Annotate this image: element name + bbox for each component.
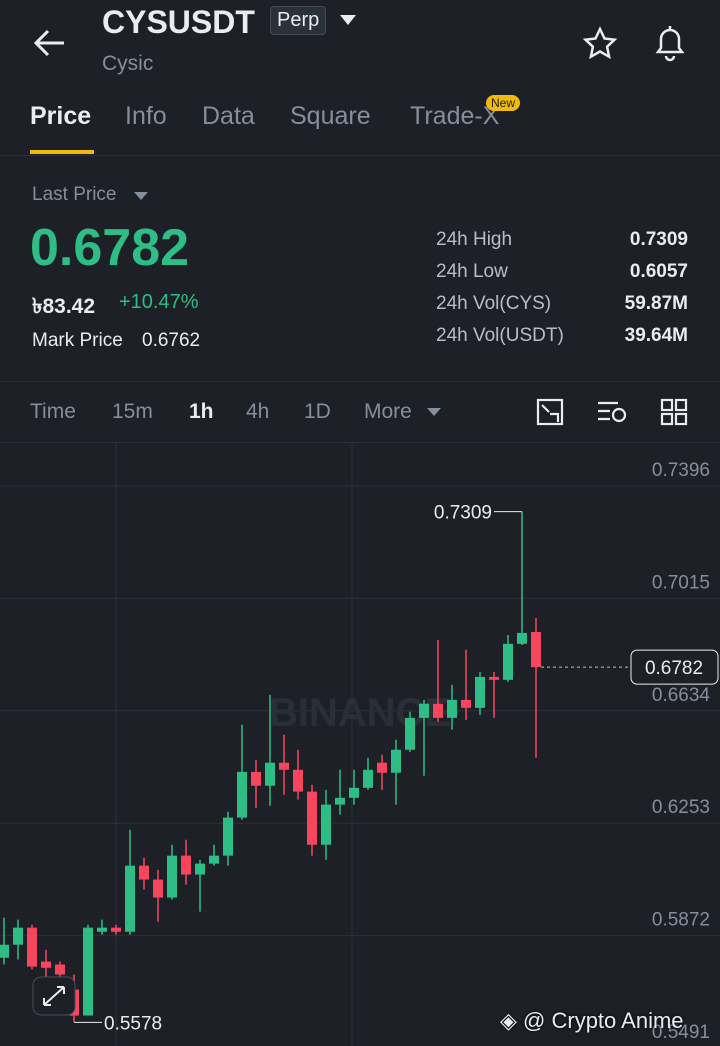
candle-body xyxy=(125,865,135,932)
stat-value: 0.7309 xyxy=(629,229,688,250)
stat-label: 24h High xyxy=(436,229,513,250)
candle-body xyxy=(153,879,163,898)
candle-body xyxy=(293,769,303,792)
dropdown[interactable] xyxy=(133,190,149,202)
divider xyxy=(0,381,720,382)
candle-body xyxy=(97,927,107,932)
interval[interactable]: 15m xyxy=(112,400,153,423)
candle-body xyxy=(531,632,541,668)
back-button[interactable] xyxy=(32,26,68,62)
candle-body xyxy=(349,787,359,798)
candle-body xyxy=(27,927,37,967)
y-tick-label: 0.7396 xyxy=(652,460,710,481)
tab[interactable]: Data xyxy=(202,102,255,130)
last-price-label: 0.6782 xyxy=(645,658,703,679)
y-tick-label: 0.7015 xyxy=(652,572,710,593)
symbol: CYSUSDT xyxy=(102,4,255,40)
interval[interactable]: 4h xyxy=(246,400,270,423)
tab[interactable]: Info xyxy=(125,102,167,130)
stat-label: 24h Vol(CYS) xyxy=(436,293,552,314)
last-price-label: Last Price xyxy=(32,184,117,205)
candle-body xyxy=(139,865,149,880)
last-price: 0.6782 xyxy=(30,219,190,277)
asset-name: Cysic xyxy=(102,52,154,75)
candle-body xyxy=(475,676,485,708)
candle-body xyxy=(195,863,205,875)
candle-body xyxy=(307,791,317,845)
high-label: 0.7309 xyxy=(434,503,492,524)
perp-badge: Perp xyxy=(270,6,327,35)
candle-body xyxy=(419,703,429,718)
stat-label: 24h Vol(USDT) xyxy=(436,325,564,346)
candle-body xyxy=(433,703,443,718)
interval[interactable]: Time xyxy=(30,400,76,423)
candle-body xyxy=(237,771,247,818)
candle-body xyxy=(223,817,233,856)
y-tick-label: 0.5872 xyxy=(652,910,710,931)
candle-body xyxy=(503,643,513,680)
divider xyxy=(0,442,720,443)
stat-label: 24h Low xyxy=(436,261,508,282)
mark-price: 0.6762 xyxy=(142,330,201,351)
credit: ◈ @ Crypto Anime xyxy=(500,1008,684,1033)
alerts[interactable] xyxy=(652,24,688,62)
candle-body xyxy=(167,855,177,898)
new-badge: New xyxy=(486,95,521,111)
layout[interactable] xyxy=(660,398,688,426)
candle-body xyxy=(461,699,471,708)
candle-body xyxy=(111,927,121,932)
candle-body xyxy=(55,964,65,975)
candle-body xyxy=(279,762,289,770)
fullscreen[interactable] xyxy=(32,976,76,1016)
candle-body xyxy=(83,927,93,1016)
price-change: +10.47% xyxy=(119,291,199,313)
credit-text: @ Crypto Anime xyxy=(523,1008,684,1033)
candle-body xyxy=(405,717,415,750)
stat-value: 0.6057 xyxy=(629,261,688,282)
low-label: 0.5578 xyxy=(104,1013,162,1034)
chart-settings[interactable] xyxy=(536,398,564,426)
tab[interactable]: Trade-X xyxy=(410,102,500,130)
interval[interactable]: 1D xyxy=(304,400,331,423)
candle-body xyxy=(209,855,219,864)
candle-body xyxy=(321,804,331,845)
y-tick-label: 0.5491 xyxy=(652,1022,710,1043)
candle-body xyxy=(41,961,51,968)
candle-body xyxy=(0,944,9,958)
last-price-box xyxy=(630,649,719,685)
tab-indicator xyxy=(30,150,94,154)
dropdown[interactable] xyxy=(426,406,442,418)
candle-body xyxy=(363,769,373,788)
candle-body xyxy=(377,762,387,773)
y-tick-label: 0.6634 xyxy=(652,685,711,706)
tab[interactable]: Square xyxy=(290,102,371,130)
candle-body xyxy=(517,632,527,644)
indicators[interactable] xyxy=(596,398,628,426)
favorite[interactable] xyxy=(582,26,618,62)
candle-body xyxy=(13,927,23,945)
dropdown[interactable] xyxy=(338,12,358,28)
interval[interactable]: More xyxy=(364,400,412,423)
y-tick-label: 0.6253 xyxy=(652,797,710,818)
interval[interactable]: 1h xyxy=(189,400,214,423)
candle-body xyxy=(265,762,275,786)
candle-body xyxy=(181,855,191,875)
fiat-price: ৳83.42 xyxy=(32,295,96,318)
candle-body xyxy=(251,771,261,786)
divider xyxy=(0,155,720,156)
stat-value: 59.87M xyxy=(624,293,688,314)
candle-body xyxy=(447,699,457,718)
candle-body xyxy=(391,749,401,773)
mark-price-label: Mark Price xyxy=(32,330,123,351)
stat-value: 39.64M xyxy=(624,325,688,346)
tab[interactable]: Price xyxy=(30,102,92,130)
candle-body xyxy=(489,676,499,680)
candle-body xyxy=(335,797,345,805)
candlestick-chart: BINANCE 0.73960.70150.66340.62530.58720.… xyxy=(0,443,720,1046)
